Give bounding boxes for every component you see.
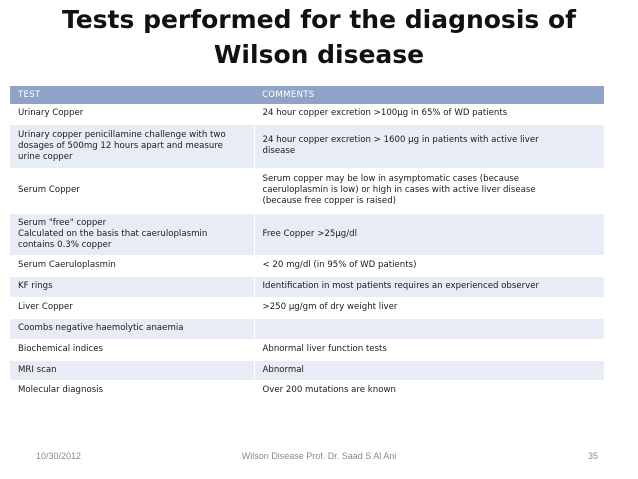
cell-test: Biochemical indices bbox=[10, 339, 255, 361]
cell-comment: 24 hour copper excretion > 1600 μg in pa… bbox=[254, 124, 604, 169]
cell-test: Molecular diagnosis bbox=[10, 380, 255, 401]
table-row: Urinary Copper 24 hour copper excretion >… bbox=[10, 104, 604, 125]
cell-test: Serum "free" copper Calculated on the bas… bbox=[10, 213, 255, 256]
test-text-line: Urinary copper penicillamine challenge w… bbox=[18, 129, 226, 140]
comment-text-line: Free Copper >25μg/dl bbox=[262, 228, 358, 239]
table-row: Serum Copper Serum copper may be low in a… bbox=[10, 168, 604, 214]
test-text-line: MRI scan bbox=[18, 364, 57, 375]
table-row: Coombs negative haemolytic anaemia bbox=[10, 318, 604, 340]
cell-comment bbox=[254, 318, 604, 340]
cell-comment: Abnormal bbox=[254, 360, 604, 381]
comment-text-line: 24 hour copper excretion > 1600 μg in pa… bbox=[262, 135, 539, 145]
cell-test: KF rings bbox=[10, 276, 255, 298]
test-text-line: Biochemical indices bbox=[18, 344, 104, 354]
cell-comment: Free Copper >25μg/dl bbox=[254, 213, 604, 256]
table-row: Biochemical indices Abnormal liver functi… bbox=[10, 339, 604, 361]
test-text-line: Serum "free" copper bbox=[18, 217, 107, 228]
comment-text-line: Over 200 mutations are known bbox=[262, 384, 396, 395]
comment-text-line: < 20 mg/dl (in 95% of WD patients) bbox=[262, 260, 417, 270]
slide-title-line-2: Wilson disease bbox=[213, 40, 425, 69]
table-row: Liver Copper >250 μg/gm of dry weight liv… bbox=[10, 297, 604, 319]
comment-text-line: (because free copper is raised) bbox=[262, 196, 397, 206]
test-text-line: Urinary Copper bbox=[18, 108, 84, 119]
test-text-line: Molecular diagnosis bbox=[18, 384, 104, 395]
cell-test: MRI scan bbox=[10, 360, 255, 381]
cell-test: Urinary copper penicillamine challenge w… bbox=[10, 124, 255, 169]
table-row: MRI scan Abnormal bbox=[10, 360, 604, 381]
tests-table-container: TEST COMMENTS Urinary Copper 24 hour copp… bbox=[10, 86, 604, 401]
footer-page-number: 35 bbox=[587, 451, 598, 461]
cell-comment: 24 hour copper excretion >100μg in 65% o… bbox=[254, 104, 604, 125]
test-text-line: Liver Copper bbox=[18, 302, 73, 312]
cell-test: Liver Copper bbox=[10, 297, 255, 319]
cell-test: Serum Copper bbox=[10, 168, 255, 214]
cell-comment: < 20 mg/dl (in 95% of WD patients) bbox=[254, 255, 604, 277]
comment-text-line: Serum copper may be low in asymptomatic … bbox=[262, 174, 520, 184]
comment-text-line: caeruloplasmin is low) or high in cases … bbox=[262, 185, 536, 195]
test-text-line: Coombs negative haemolytic anaemia bbox=[18, 323, 184, 333]
slide-title: Tests performed for the diagnosis of Wil… bbox=[0, 2, 638, 72]
cell-comment: Over 200 mutations are known bbox=[254, 380, 604, 401]
table-header-row: TEST COMMENTS bbox=[10, 86, 604, 104]
cell-test: Coombs negative haemolytic anaemia bbox=[10, 318, 255, 340]
test-text-line: KF rings bbox=[18, 281, 53, 291]
cell-comment: Serum copper may be low in asymptomatic … bbox=[254, 168, 604, 214]
footer-date: 10/30/2012 bbox=[36, 451, 82, 461]
comment-text-line: Identification in most patients requires… bbox=[262, 281, 540, 291]
cell-test: Urinary Copper bbox=[10, 104, 255, 125]
table-row: Serum Caeruloplasmin < 20 mg/dl (in 95% o… bbox=[10, 255, 604, 277]
comment-text-line: 24 hour copper excretion >100μg in 65% o… bbox=[262, 108, 508, 119]
comment-text-line: Abnormal bbox=[262, 364, 304, 375]
comment-text-line: >250 μg/gm of dry weight liver bbox=[262, 302, 398, 312]
table-row: KF rings Identification in most patients … bbox=[10, 276, 604, 298]
table-row: Urinary copper penicillamine challenge w… bbox=[10, 124, 604, 169]
test-text-line: Serum Copper bbox=[18, 185, 80, 195]
test-text-line: contains 0.3% copper bbox=[18, 239, 112, 250]
test-text-line: Calculated on the basis that caeruloplas… bbox=[18, 228, 208, 239]
header-test: TEST bbox=[10, 86, 254, 104]
table-row: Serum "free" copper Calculated on the bas… bbox=[10, 213, 604, 256]
cell-test: Serum Caeruloplasmin bbox=[10, 255, 255, 277]
test-text-line: Serum Caeruloplasmin bbox=[18, 260, 116, 270]
comment-text-line: disease bbox=[262, 146, 296, 156]
slide-title-line-1: Tests performed for the diagnosis of bbox=[61, 5, 577, 34]
test-text-line: urine copper bbox=[18, 151, 73, 162]
header-comments: COMMENTS bbox=[254, 86, 604, 104]
cell-comment: Abnormal liver function tests bbox=[254, 339, 604, 361]
comment-text-line: Abnormal liver function tests bbox=[262, 344, 387, 354]
table-row: Molecular diagnosis Over 200 mutations ar… bbox=[10, 380, 604, 401]
tests-table: TEST COMMENTS Urinary Copper 24 hour copp… bbox=[10, 86, 604, 401]
table-body: Urinary Copper 24 hour copper excretion >… bbox=[10, 104, 604, 401]
footer-author: Wilson Disease Prof. Dr. Saad S Al Ani bbox=[241, 451, 397, 461]
cell-comment: >250 μg/gm of dry weight liver bbox=[254, 297, 604, 319]
test-text-line: dosages of 500mg 12 hours apart and meas… bbox=[18, 140, 223, 151]
cell-comment: Identification in most patients requires… bbox=[254, 276, 604, 298]
